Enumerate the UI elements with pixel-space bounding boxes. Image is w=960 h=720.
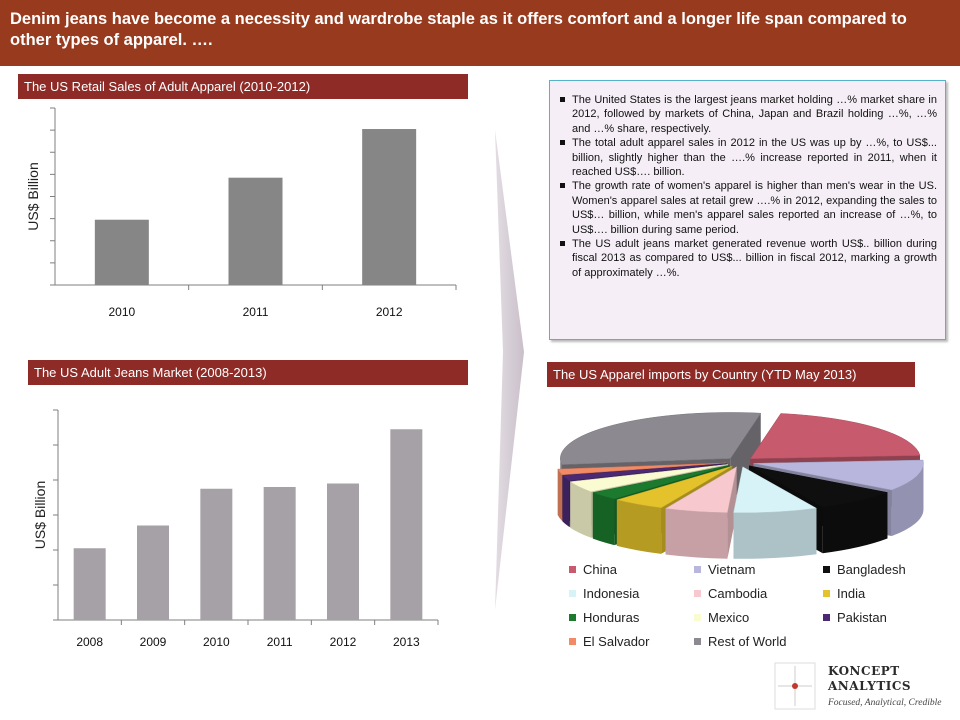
- legend-swatch: [569, 590, 576, 597]
- summary-bullet-text: The United States is the largest jeans m…: [572, 94, 937, 135]
- legend-label: China: [583, 562, 617, 577]
- header-text: Denim jeans have become a necessity and …: [10, 10, 907, 49]
- bullet-icon: [560, 97, 565, 102]
- legend-label: Vietnam: [708, 562, 756, 577]
- summary-bullet: The US adult jeans market generated reve…: [558, 237, 937, 280]
- koncept-analytics-logo: KONCEPT ANALYTICS Focused, Analytical, C…: [772, 660, 950, 716]
- legend-swatch: [569, 566, 576, 573]
- legend-swatch: [823, 566, 830, 573]
- x-tick-label-2010: 2010: [203, 635, 230, 649]
- x-tick-label-2012: 2012: [330, 635, 357, 649]
- legend-swatch: [694, 566, 701, 573]
- logo-name-line2: ANALYTICS: [828, 679, 912, 693]
- legend-label: Mexico: [708, 610, 750, 625]
- legend-swatch: [694, 638, 701, 645]
- bar-2012: [362, 129, 417, 285]
- chart-title-apparel-imports: The US Apparel imports by Country (YTD M…: [547, 362, 915, 387]
- x-tick-label-2009: 2009: [140, 635, 167, 649]
- y-axis-label: US$ Billion: [32, 481, 48, 549]
- summary-bullet: The total adult apparel sales in 2012 in…: [558, 136, 937, 179]
- legend-label: Bangladesh: [837, 562, 906, 577]
- logo-tagline: Focused, Analytical, Credible: [828, 698, 942, 708]
- legend-swatch: [694, 614, 701, 621]
- legend-label: El Salvador: [583, 634, 650, 649]
- chart-title-retail-sales: The US Retail Sales of Adult Apparel (20…: [18, 74, 468, 99]
- bar-2013: [390, 429, 423, 620]
- bar-2010: [94, 219, 149, 285]
- bar-2011: [228, 177, 283, 285]
- summary-bullet: The growth rate of women's apparel is hi…: [558, 179, 937, 237]
- y-axis-label: US$ Billion: [25, 162, 41, 230]
- legend-label: Pakistan: [837, 610, 887, 625]
- x-tick-label-2008: 2008: [76, 635, 103, 649]
- legend-swatch: [694, 590, 701, 597]
- pie-slice-cambodia: [664, 466, 737, 559]
- legend-label: Indonesia: [583, 586, 640, 601]
- summary-box: The United States is the largest jeans m…: [549, 80, 946, 340]
- legend-label: Cambodia: [708, 586, 768, 601]
- legend-swatch: [823, 614, 830, 621]
- bullet-icon: [560, 140, 565, 146]
- legend-label: Honduras: [583, 610, 640, 625]
- summary-list: The United States is the largest jeans m…: [558, 93, 937, 280]
- x-tick-label-2012: 2012: [376, 305, 403, 319]
- header-banner: Denim jeans have become a necessity and …: [0, 0, 960, 66]
- bar-2012: [327, 483, 359, 620]
- chart-title-jeans-market: The US Adult Jeans Market (2008-2013): [28, 360, 468, 385]
- logo-name-line1: KONCEPT: [828, 664, 900, 678]
- bar-2011: [263, 487, 296, 620]
- x-tick-label-2010: 2010: [108, 305, 135, 319]
- legend-label: India: [837, 586, 866, 601]
- summary-bullet: The United States is the largest jeans m…: [558, 93, 937, 136]
- bar-2009: [137, 525, 169, 620]
- legend-swatch: [823, 590, 830, 597]
- x-tick-label-2013: 2013: [393, 635, 420, 649]
- legend-swatch: [569, 638, 576, 645]
- legend-swatch: [569, 614, 576, 621]
- summary-bullet-text: The total adult apparel sales in 2012 in…: [572, 137, 937, 179]
- bullet-icon: [560, 241, 565, 247]
- bar-2008: [73, 548, 106, 620]
- summary-bullet-text: The growth rate of women's apparel is hi…: [572, 180, 937, 236]
- bar-2010: [200, 488, 233, 620]
- x-tick-label-2011: 2011: [267, 635, 293, 649]
- x-tick-label-2011: 2011: [243, 305, 269, 319]
- legend-label: Rest of World: [708, 634, 787, 649]
- pie-slice-indonesia: [733, 466, 818, 559]
- logo-mark-icon: [774, 662, 816, 710]
- summary-bullet-text: The US adult jeans market generated reve…: [572, 238, 937, 279]
- chevron-arrow-icon: [495, 130, 524, 610]
- bullet-icon: [560, 183, 565, 189]
